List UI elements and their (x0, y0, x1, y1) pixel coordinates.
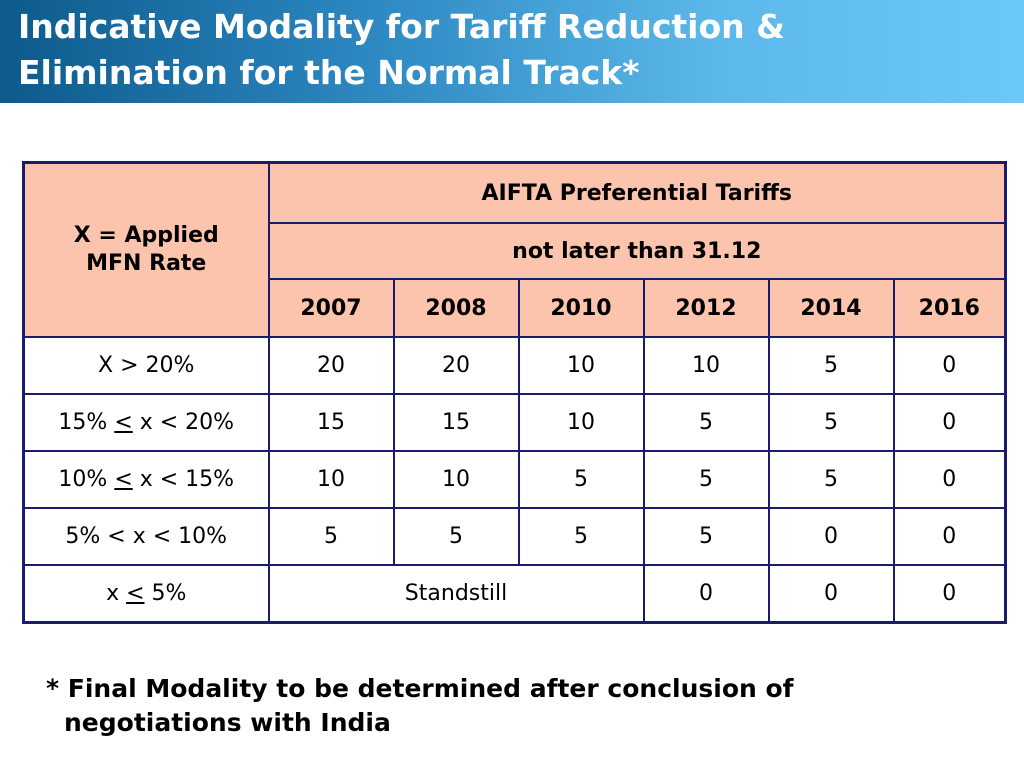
rate-range-prefix: x (106, 581, 127, 606)
tariff-cell: 0 (767, 564, 895, 624)
slide-title-line-1: Indicative Modality for Tariff Reduction… (18, 7, 785, 46)
rate-range-prefix: 10% (58, 467, 115, 492)
tariff-cell: 0 (892, 564, 1007, 624)
tariff-cell: 15 (267, 393, 395, 452)
sub-header: not later than 31.12 (267, 222, 1007, 280)
tariff-cell: 20 (267, 336, 395, 395)
tariff-cell: 5 (517, 507, 645, 566)
rate-range-suffix: x < 15% (132, 467, 235, 492)
rate-range-suffix: x < 20% (132, 410, 235, 435)
rate-range-text: 5% < x < 10% (65, 524, 228, 549)
tariff-cell: 10 (642, 336, 770, 395)
tariff-cell: 10 (517, 393, 645, 452)
slide-title: Indicative Modality for Tariff Reduction… (18, 4, 1008, 96)
table-row: X > 20% 20 20 10 10 5 0 (22, 336, 1007, 395)
tariff-cell: 0 (767, 507, 895, 566)
table-row: 15% < x < 20% 15 15 10 5 5 0 (22, 393, 1007, 452)
tariff-cell: 5 (642, 450, 770, 509)
year-header: 2007 (267, 278, 395, 338)
year-header: 2012 (642, 278, 770, 338)
standstill-cell: Standstill (267, 564, 645, 624)
rate-range-cell: 10% < x < 15% (22, 450, 270, 509)
rate-range-cell: 15% < x < 20% (22, 393, 270, 452)
row-header-label-line-1: X = Applied (73, 223, 219, 248)
rate-range-cell: x < 5% (22, 564, 270, 624)
tariff-cell: 0 (892, 393, 1007, 452)
row-header-label: X = Applied MFN Rate (22, 161, 270, 338)
le-symbol: < (114, 410, 133, 435)
rate-range-text: X > 20% (98, 353, 195, 378)
le-symbol: < (126, 581, 145, 606)
tariff-cell: 5 (517, 450, 645, 509)
tariff-cell: 5 (642, 393, 770, 452)
tariff-cell: 10 (392, 450, 520, 509)
tariff-cell: 5 (392, 507, 520, 566)
rate-range-cell: 5% < x < 10% (22, 507, 270, 566)
rate-range-suffix: 5% (144, 581, 187, 606)
tariff-table: X = Applied MFN Rate AIFTA Preferential … (22, 161, 1008, 624)
tariff-cell: 0 (892, 450, 1007, 509)
tariff-cell: 5 (642, 507, 770, 566)
table-row: x < 5% Standstill 0 0 0 (22, 564, 1007, 624)
footnote-line-1: * Final Modality to be determined after … (46, 674, 794, 703)
tariff-cell: 15 (392, 393, 520, 452)
row-header-label-line-2: MFN Rate (86, 251, 207, 276)
group-header: AIFTA Preferential Tariffs (267, 161, 1007, 224)
table-row: 5% < x < 10% 5 5 5 5 0 0 (22, 507, 1007, 566)
year-header: 2010 (517, 278, 645, 338)
tariff-cell: 0 (892, 507, 1007, 566)
tariff-cell: 5 (267, 507, 395, 566)
rate-range-prefix: 15% (58, 410, 115, 435)
year-header: 2014 (767, 278, 895, 338)
year-header: 2016 (892, 278, 1007, 338)
footnote: * Final Modality to be determined after … (46, 672, 946, 740)
rate-range-cell: X > 20% (22, 336, 270, 395)
slide-title-line-2: Elimination for the Normal Track* (18, 53, 640, 92)
table-row: 10% < x < 15% 10 10 5 5 5 0 (22, 450, 1007, 509)
tariff-cell: 5 (767, 336, 895, 395)
year-header: 2008 (392, 278, 520, 338)
tariff-cell: 0 (892, 336, 1007, 395)
title-banner: Indicative Modality for Tariff Reduction… (0, 0, 1024, 103)
tariff-cell: 0 (642, 564, 770, 624)
tariff-cell: 5 (767, 450, 895, 509)
tariff-cell: 10 (517, 336, 645, 395)
tariff-cell: 5 (767, 393, 895, 452)
tariff-cell: 20 (392, 336, 520, 395)
footnote-line-2: negotiations with India (64, 708, 391, 737)
le-symbol: < (114, 467, 133, 492)
tariff-cell: 10 (267, 450, 395, 509)
